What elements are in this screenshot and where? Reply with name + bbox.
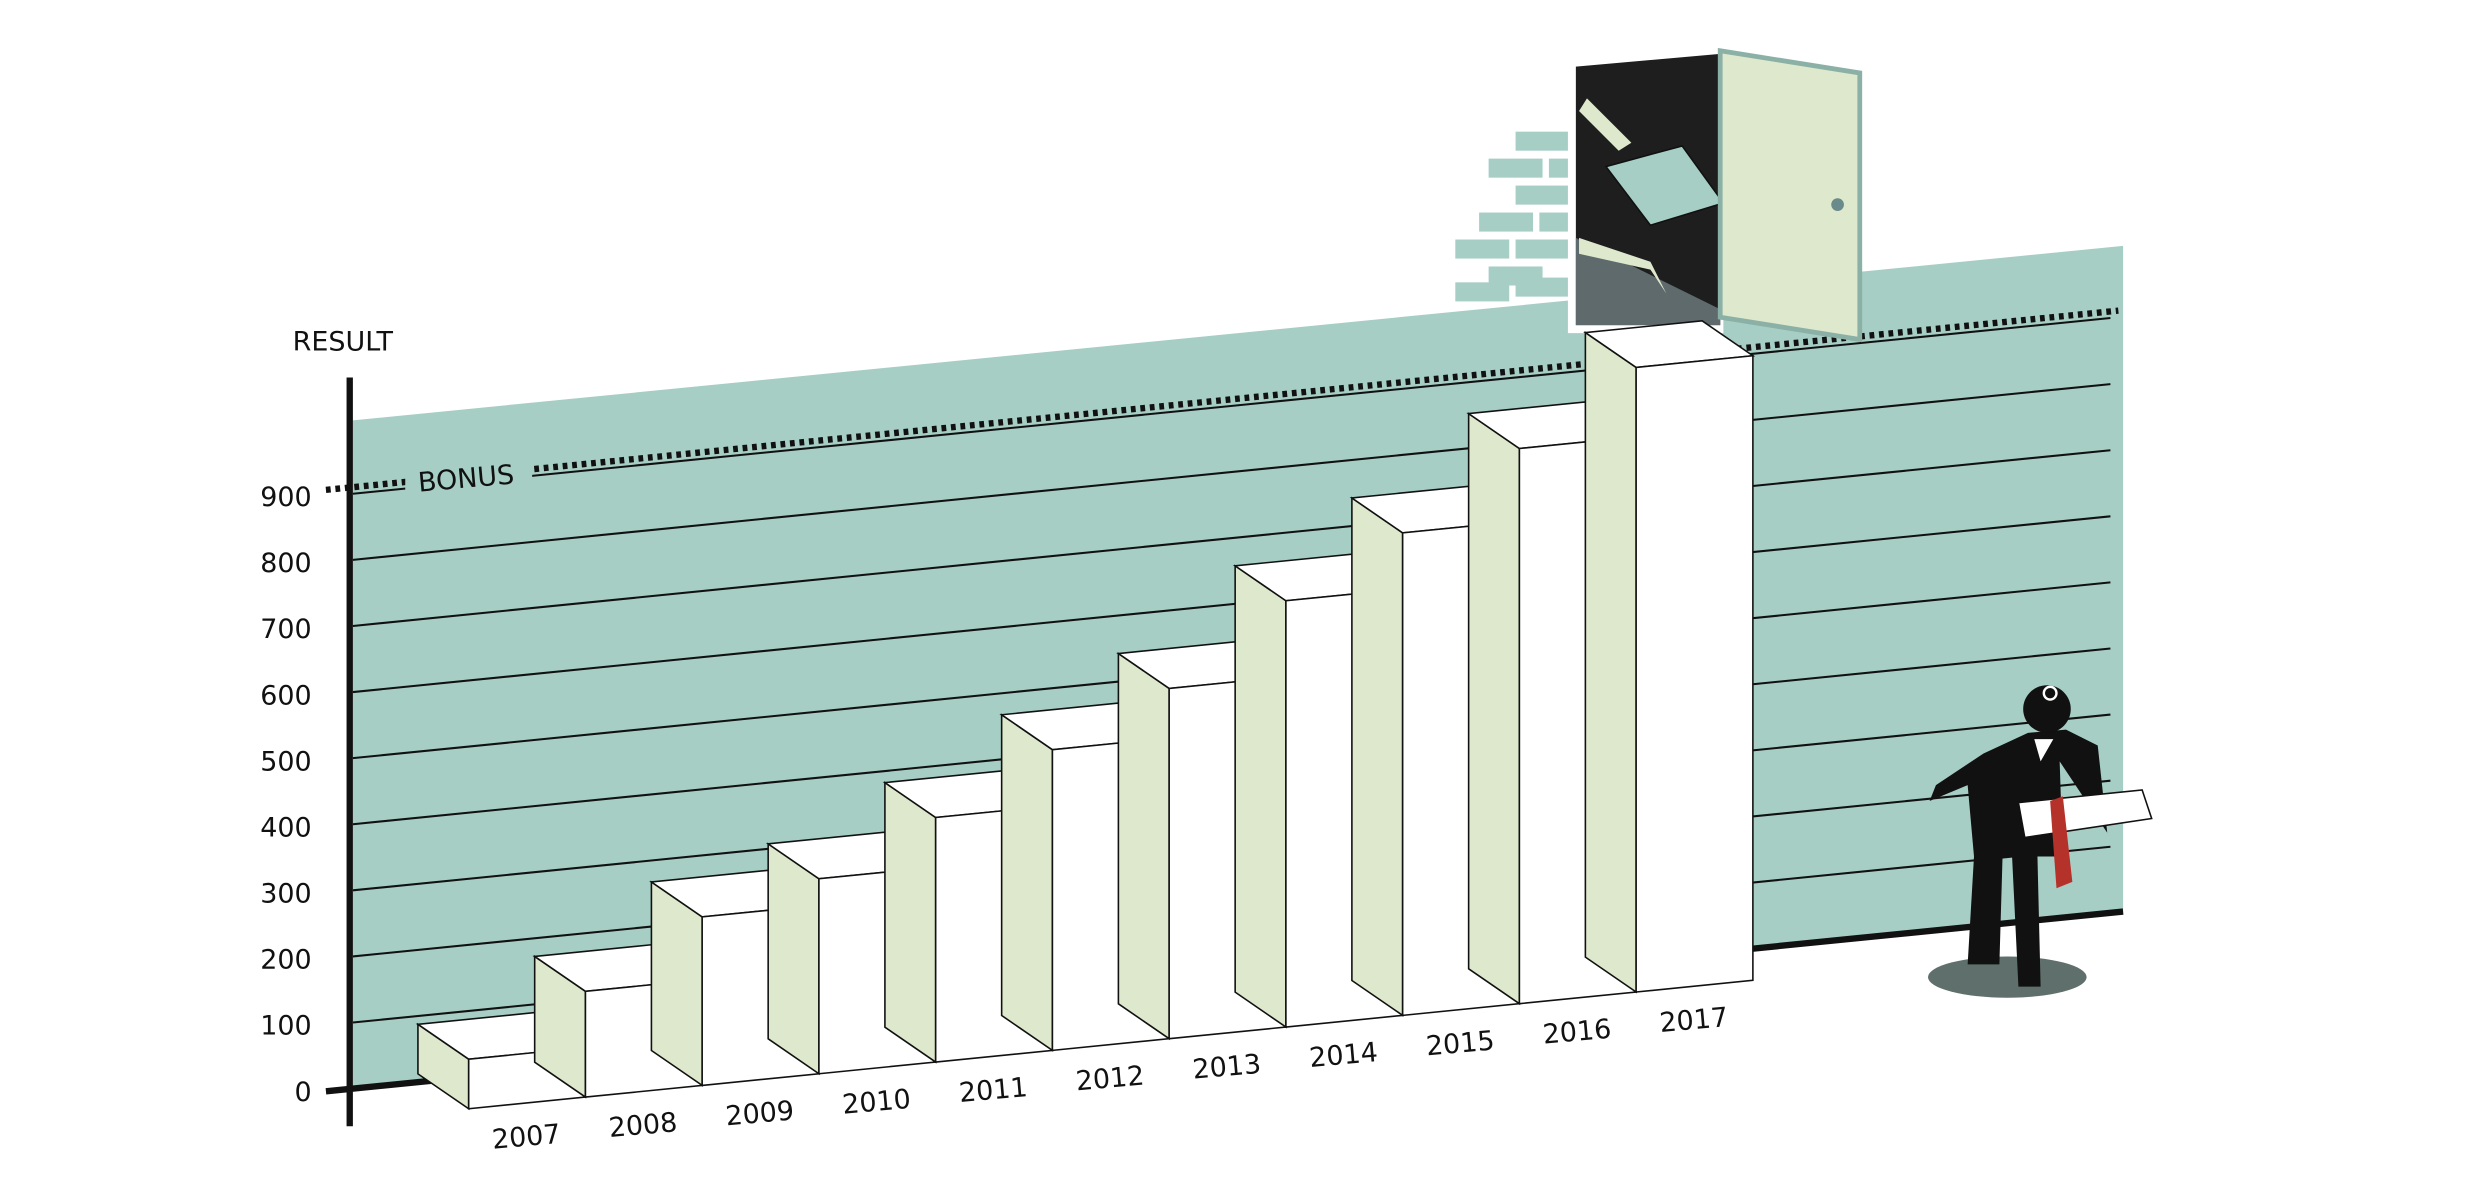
door-illustration: [1455, 47, 1863, 343]
arm: [1579, 98, 1632, 151]
door-knob: [1831, 198, 1844, 211]
step-front: [1635, 354, 1754, 993]
grid-line: [352, 317, 2111, 495]
y-tick-label: 0: [294, 1077, 311, 1108]
head: [2023, 685, 2071, 733]
bricks: [1455, 131, 1572, 302]
ribbon: [2050, 796, 2073, 889]
step-side: [767, 842, 820, 1076]
step-side: [1584, 331, 1637, 994]
step-side: [1000, 713, 1054, 1052]
step-side: [1234, 564, 1287, 1029]
y-tick-label: 800: [260, 548, 311, 579]
y-tick-label: 600: [260, 680, 311, 711]
x-tick-label: 2009: [724, 1096, 795, 1133]
x-tick-label: 2008: [608, 1107, 679, 1144]
grid-line: [352, 383, 2111, 561]
y-axis-label: RESULT: [293, 327, 394, 358]
businessman: [1928, 685, 2153, 998]
glasses: [2042, 685, 2058, 701]
body: [1929, 729, 2108, 987]
y-tick-label: 400: [260, 812, 311, 843]
door-panel: [1717, 47, 1863, 343]
x-tick-label: 2013: [1191, 1049, 1262, 1086]
x-tick-label: 2011: [958, 1072, 1029, 1109]
grid-line: [352, 515, 2111, 694]
step-layer: 2007 2008 2009 2010 2011 2012 2013 2014 2015 2016…: [415, 320, 1756, 1156]
y-tick-label: 300: [260, 879, 311, 910]
x-tick-label: 2007: [491, 1119, 562, 1156]
shadow: [1928, 956, 2087, 998]
leg: [1579, 237, 1667, 294]
x-tick-label: 2012: [1075, 1060, 1146, 1097]
grid-line: [352, 449, 2111, 627]
y-tick-label: 100: [260, 1011, 311, 1042]
x-tick-label: 2010: [841, 1084, 912, 1121]
y-tick-label: 700: [260, 614, 311, 645]
step-side: [1467, 412, 1521, 1006]
x-tick-label: 2016: [1542, 1014, 1613, 1051]
y-tick-label: 500: [260, 746, 311, 777]
y-tick-label: 200: [260, 945, 311, 976]
step-side: [1351, 496, 1404, 1017]
bonus-label-bg: [405, 457, 533, 493]
step-side: [884, 781, 937, 1064]
x-tick-label: 2015: [1425, 1025, 1496, 1062]
x-tick-label: 2017: [1658, 1002, 1729, 1039]
y-tick-label: 900: [260, 482, 311, 513]
step: [1583, 320, 1756, 994]
step-side: [1117, 652, 1170, 1041]
x-tick-label: 2014: [1308, 1037, 1379, 1074]
